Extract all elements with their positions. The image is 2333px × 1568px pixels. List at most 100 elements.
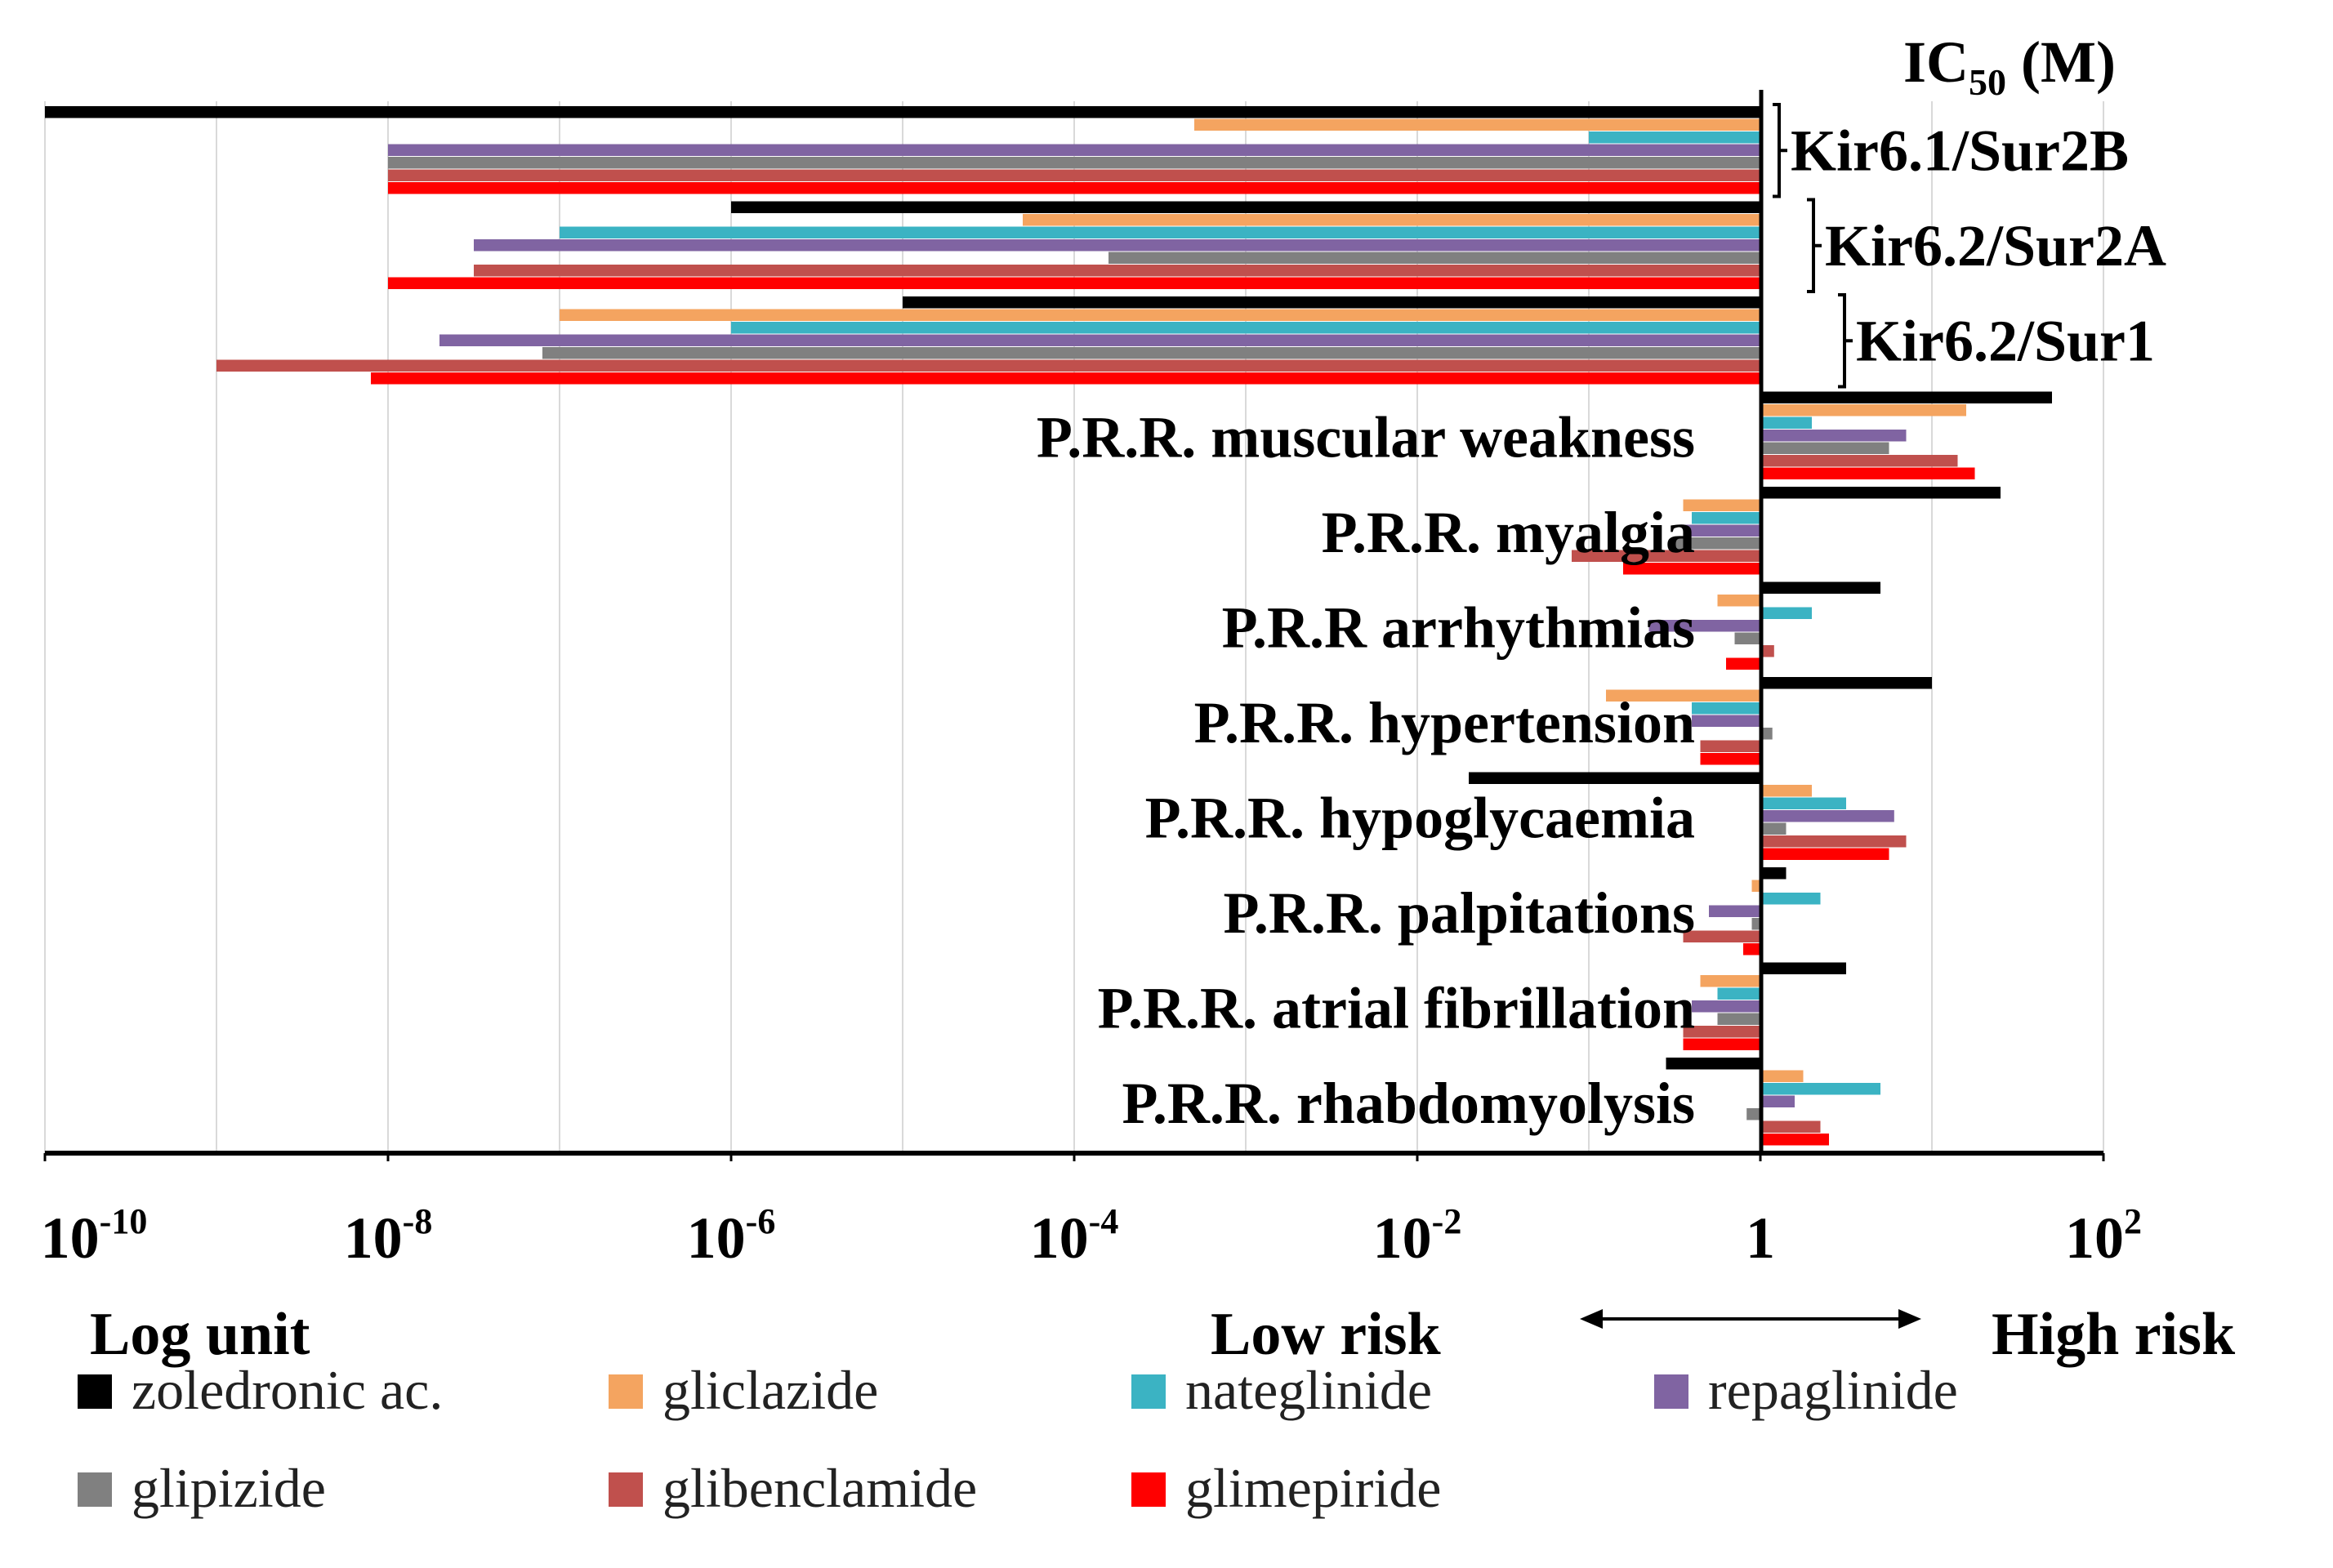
category-label: P.R.R. rhabdomyolysis [1122,1071,1695,1136]
bar-nateglinide-2 [731,322,1760,334]
arrow-left-head [1580,1309,1603,1329]
category-label: P.R.R. atrial fibrillation [1098,976,1695,1041]
bar-glimepiride-7 [1760,848,1889,860]
legend-swatch [1654,1374,1688,1409]
bar-repaglinide-5 [1648,620,1760,632]
x-tick-label: 1 [1746,1205,1775,1271]
bar-glimepiride-4 [1623,563,1760,575]
category-label: P.R.R. hypertension [1194,690,1695,755]
legend-label: glimepiride [1185,1457,1441,1519]
legend-label: glipizide [132,1457,326,1519]
x-tick-label: 102 [2065,1201,2142,1271]
bar-gliclazide-2 [560,309,1760,321]
category-label: P.R.R. palpitations [1224,880,1695,946]
bar-zoledronic-ac-9 [1760,962,1846,974]
bars [45,106,2052,1146]
bar-zoledronic-ac-10 [1666,1058,1760,1070]
bar-glipizide-6 [1760,728,1773,740]
kir-label: Kir6.2/Sur1 [1856,308,2155,373]
bar-glimepiride-6 [1700,753,1760,765]
bar-repaglinide-0 [388,144,1760,156]
bar-glipizide-8 [1751,918,1760,930]
bar-nateglinide-7 [1760,797,1846,809]
bar-zoledronic-ac-7 [1469,772,1760,784]
bar-glimepiride-1 [388,277,1760,289]
x-tick-label: 10-2 [1373,1201,1462,1271]
bar-zoledronic-ac-4 [1760,487,2001,499]
bar-glipizide-9 [1717,1013,1760,1025]
bar-glimepiride-0 [388,182,1760,194]
bar-nateglinide-5 [1760,607,1812,619]
bar-glibenclamide-8 [1683,930,1760,942]
bar-glipizide-2 [542,347,1760,359]
bar-repaglinide-8 [1709,905,1760,917]
bar-glimepiride-2 [371,372,1760,385]
ic50-title-sub: 50 [1969,61,2006,103]
category-label: P.R.R. myalgia [1322,500,1695,565]
bar-glibenclamide-9 [1683,1026,1760,1038]
arrow-right-head [1898,1309,1921,1329]
category-labels: P.R.R. muscular weakness P.R.R. myalgia P.… [1037,405,1695,1137]
legend-swatch [609,1472,643,1507]
ic50-brackets: Kir6.1/Sur2B Kir6.2/Sur2A Kir6.2/Sur1 [1773,103,2166,389]
bar-repaglinide-1 [474,239,1760,252]
x-axis-title: Log unit [90,1301,310,1368]
legend-swatch [1131,1472,1166,1507]
bar-nateglinide-4 [1692,512,1760,524]
bar-glibenclamide-5 [1760,645,1774,657]
bar-zoledronic-ac-2 [903,296,1760,309]
bar-gliclazide-6 [1606,689,1760,702]
x-tick-label: 10-6 [687,1201,776,1271]
bar-glipizide-0 [388,157,1760,169]
bar-nateglinide-9 [1717,987,1760,1000]
ic50-title: IC50 (M) [1903,29,2116,103]
legend-label: glibenclamide [662,1457,977,1519]
bar-nateglinide-1 [560,226,1760,238]
bar-glibenclamide-2 [216,359,1760,372]
ic50-title-main: IC [1903,29,1969,95]
grid-lines [44,101,2104,1153]
bar-glipizide-4 [1675,537,1760,550]
category-label: P.R.R. hypoglycaemia [1145,786,1695,851]
legend-label: repaglinide [1708,1359,1958,1421]
bar-zoledronic-ac-3 [1760,391,2052,403]
x-ticks: 10-10 10-8 10-6 10-4 10-2 1 102 [41,1153,2142,1271]
bar-repaglinide-3 [1760,430,1907,442]
ic50-bracket [1838,293,1853,389]
legend-swatch [78,1472,112,1507]
bar-zoledronic-ac-1 [731,201,1760,213]
bar-glibenclamide-1 [474,265,1760,277]
bar-glimepiride-8 [1743,943,1760,956]
legend-label: zoledronic ac. [132,1359,443,1421]
bar-gliclazide-0 [1194,118,1760,131]
bar-gliclazide-1 [1023,214,1760,226]
legend-label: gliclazide [662,1359,878,1421]
bar-glimepiride-9 [1683,1038,1760,1050]
bar-glipizide-10 [1746,1108,1760,1120]
bar-glipizide-3 [1760,442,1889,454]
bar-nateglinide-10 [1760,1083,1880,1095]
bar-repaglinide-10 [1760,1095,1795,1107]
bar-gliclazide-7 [1760,785,1812,797]
bar-nateglinide-6 [1692,702,1760,715]
low-risk-label: Low risk [1211,1301,1442,1368]
bar-glibenclamide-10 [1760,1120,1821,1133]
bar-glibenclamide-0 [388,169,1760,181]
bar-zoledronic-ac-0 [45,106,1760,118]
bar-nateglinide-3 [1760,416,1812,429]
bar-zoledronic-ac-5 [1760,581,1880,594]
bar-repaglinide-7 [1760,810,1894,822]
bar-glibenclamide-6 [1700,740,1760,752]
bar-repaglinide-2 [439,334,1760,346]
ic50-title-tail: (M) [2006,29,2116,95]
category-label: P.R.R. muscular weakness [1037,405,1695,470]
bar-nateglinide-8 [1760,893,1821,905]
bar-nateglinide-0 [1589,131,1760,144]
bar-glimepiride-3 [1760,467,1975,479]
x-tick-label: 10-4 [1030,1201,1119,1271]
bar-gliclazide-10 [1760,1070,1804,1082]
bar-glipizide-1 [1109,252,1760,264]
legend-swatch [1131,1374,1166,1409]
risk-arrow [1580,1309,1921,1329]
